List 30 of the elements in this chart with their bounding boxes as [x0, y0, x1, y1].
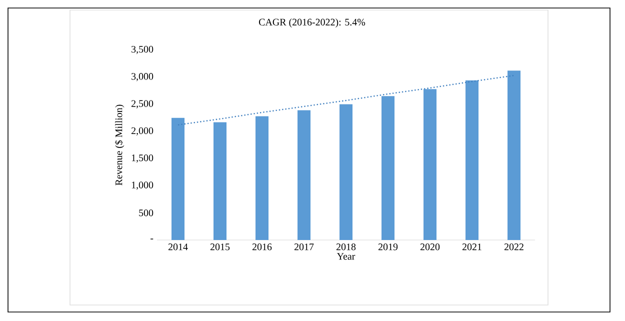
y-tick-label: 2,000: [132, 127, 154, 136]
bar: [340, 104, 353, 240]
y-tick-label: 2,500: [132, 100, 154, 108]
bar: [298, 110, 311, 240]
y-tick-label: 3,000: [132, 73, 154, 82]
x-tick-label: 2018: [336, 244, 356, 250]
x-tick-label: 2020: [420, 244, 440, 250]
x-tick-label: 2019: [378, 244, 398, 250]
y-tick-label: 500: [139, 209, 154, 216]
x-tick-label: 2016: [252, 244, 272, 250]
y-tick-label: 1,000: [132, 182, 154, 190]
bar: [466, 80, 479, 240]
bar: [508, 70, 521, 240]
x-tick-label: 2015: [210, 244, 230, 250]
chart-title: CAGR (2016-2022): 5.4%: [259, 18, 366, 28]
x-tick-label: 2017: [294, 244, 314, 250]
x-tick-label: 2021: [462, 244, 482, 250]
y-tick-label: 3,500: [132, 46, 154, 54]
bar: [382, 96, 395, 240]
y-tick-label: -: [150, 238, 154, 240]
bar: [172, 118, 185, 240]
bar: [214, 122, 227, 240]
bar: [424, 89, 437, 240]
bar: [256, 116, 269, 240]
y-tick-label: 1,500: [132, 154, 154, 163]
y-axis-title: Revenue ($ Million): [114, 104, 124, 186]
x-axis-title: Year: [336, 253, 356, 260]
x-tick-label: 2022: [504, 244, 524, 250]
x-tick-label: 2014: [168, 244, 188, 250]
line-series: [177, 74, 515, 126]
